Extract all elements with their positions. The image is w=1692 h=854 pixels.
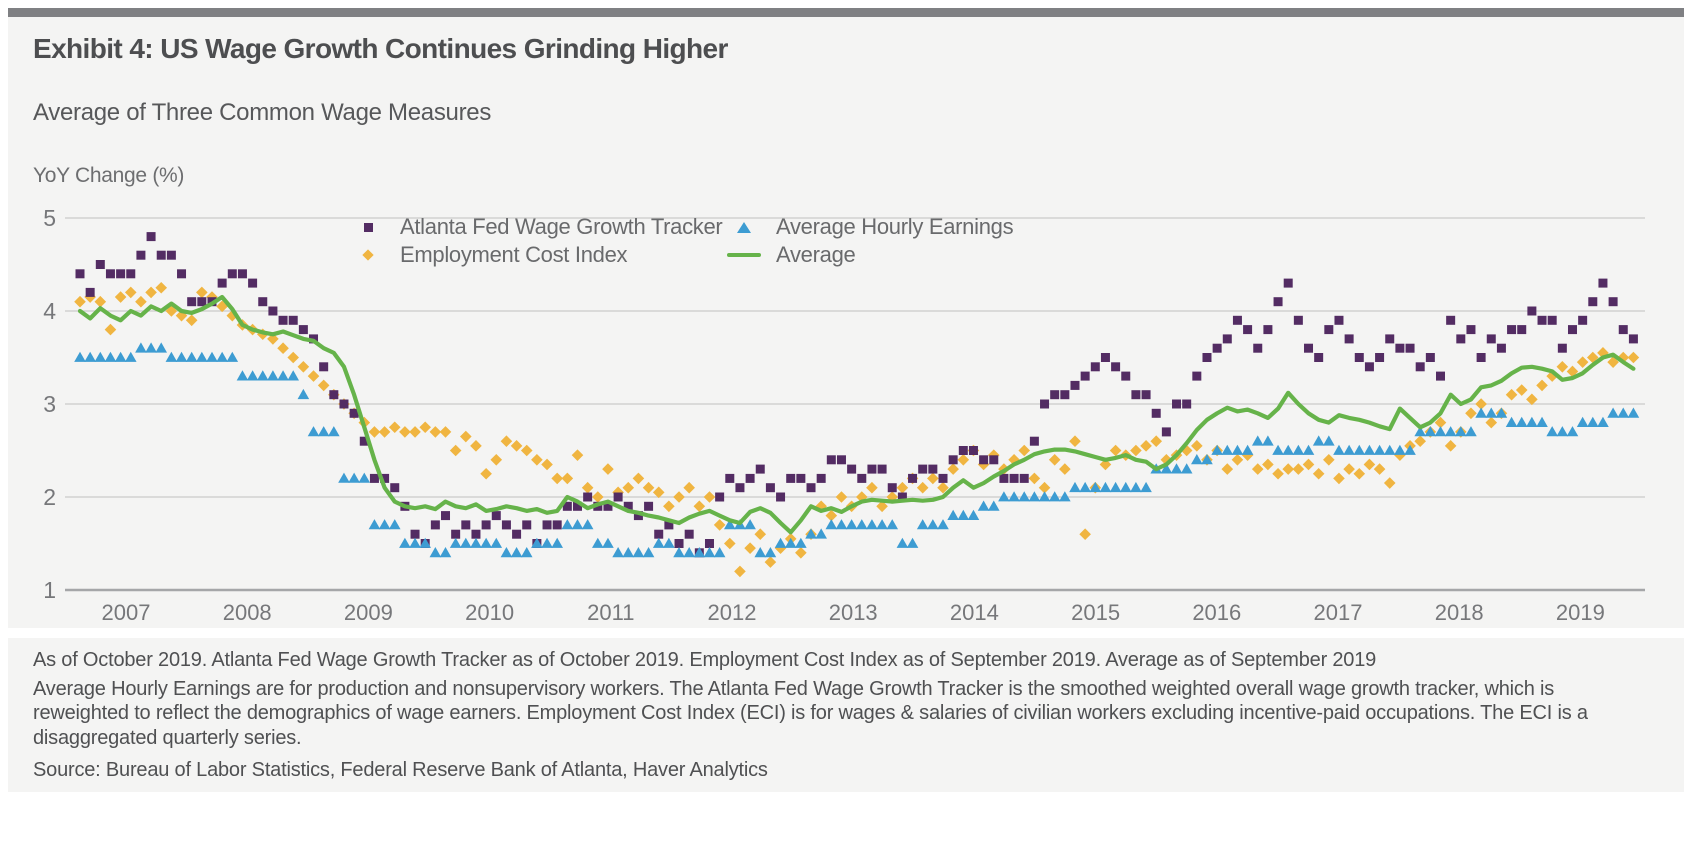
exhibit-title: Exhibit 4: US Wage Growth Continues Grin… xyxy=(33,33,728,64)
legend-label: Employment Cost Index xyxy=(400,242,628,267)
wage-growth-chart: 5 4 3 2 1 2007 2008 2009 2010 2011 2012 2013 2014 201… xyxy=(43,205,1645,625)
footnote-source: Source: Bureau of Labor Statistics, Fede… xyxy=(33,759,768,781)
atlanta-square-icon xyxy=(350,222,386,232)
exhibit-card: 5 4 3 2 1 2007 2008 2009 2010 2011 2012 2013 2014 201… xyxy=(8,17,1684,628)
y-tick-label: 5 xyxy=(43,205,56,231)
x-tick-label: 2007 xyxy=(102,600,151,625)
legend-item-atlanta: Atlanta Fed Wage Growth Tracker xyxy=(350,214,723,239)
x-tick-label: 2016 xyxy=(1192,600,1241,625)
x-tick-label: 2019 xyxy=(1556,600,1605,625)
series-line xyxy=(77,294,1636,535)
footnote-section: As of October 2019. Atlanta Fed Wage Gro… xyxy=(8,638,1684,792)
y-tick-label: 2 xyxy=(43,484,56,510)
x-tick-label: 2015 xyxy=(1071,600,1120,625)
x-tick-label: 2014 xyxy=(950,600,999,625)
footnote-body: Average Hourly Earnings are for producti… xyxy=(33,677,1588,749)
top-accent-bar xyxy=(8,8,1684,17)
y-tick-label: 4 xyxy=(43,298,56,324)
chart-subtitle: Average of Three Common Wage Measures xyxy=(33,99,492,126)
legend-label: Average xyxy=(776,242,856,267)
legend-label: Average Hourly Earnings xyxy=(776,214,1014,239)
y-tick-label: 1 xyxy=(43,577,56,603)
x-tick-label: 2009 xyxy=(344,600,393,625)
x-tick-label: 2013 xyxy=(829,600,878,625)
x-tick-label: 2018 xyxy=(1435,600,1484,625)
x-tick-label: 2017 xyxy=(1314,600,1363,625)
footnote-as-of: As of October 2019. Atlanta Fed Wage Gro… xyxy=(33,649,1377,671)
eci-diamond-icon xyxy=(350,249,386,261)
y-tick-label: 3 xyxy=(43,391,56,417)
x-tick-label: 2011 xyxy=(587,600,634,625)
x-tick-label: 2010 xyxy=(465,600,514,625)
series-triangle xyxy=(74,342,1640,558)
legend-item-average: Average xyxy=(726,242,856,267)
legend-item-eci: Employment Cost Index xyxy=(350,242,628,267)
x-tick-label: 2012 xyxy=(708,600,757,625)
series-square xyxy=(75,232,1638,558)
legend-item-ahe: Average Hourly Earnings xyxy=(726,214,1014,239)
ahe-triangle-icon xyxy=(726,221,762,233)
series-diamond xyxy=(74,281,1640,578)
x-tick-label: 2008 xyxy=(223,600,272,625)
y-axis-label: YoY Change (%) xyxy=(33,164,185,187)
average-line-icon xyxy=(726,253,762,257)
legend-label: Atlanta Fed Wage Growth Tracker xyxy=(400,214,723,239)
